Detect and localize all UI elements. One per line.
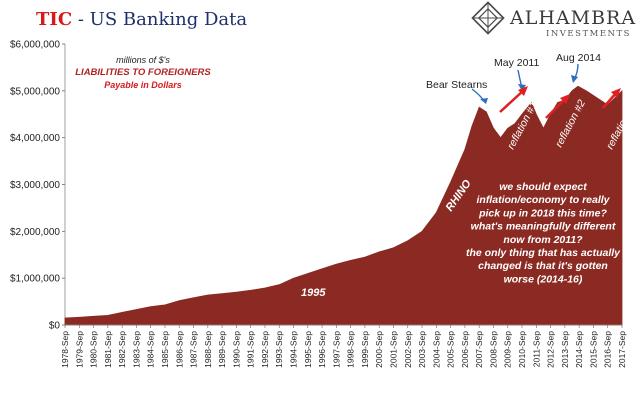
reflation-2-arrowhead xyxy=(560,94,570,104)
x-tick-label: 2006-Sep xyxy=(460,331,470,368)
x-tick-label: 2015-Sep xyxy=(588,331,598,368)
chart-title: TIC - US Banking Data xyxy=(36,9,247,30)
x-tick-label: 1981-Sep xyxy=(103,331,113,368)
payable-annotation: Payable in Dollars xyxy=(104,80,182,90)
x-tick-label: 1989-Sep xyxy=(217,331,227,368)
y-tick-label: $0 xyxy=(49,321,61,332)
alhambra-logo: ALHAMBRA INVESTMENTS xyxy=(471,1,636,39)
x-tick-label: 2001-Sep xyxy=(389,331,399,368)
x-tick-label: 2008-Sep xyxy=(489,331,499,368)
callout-line: worse (2014-16) xyxy=(504,273,583,285)
aug-2014-label: Aug 2014 xyxy=(556,52,601,64)
liabilities-annotation: LIABILITIES TO FOREIGNERS xyxy=(75,67,211,78)
x-tick-label: 1998-Sep xyxy=(346,331,356,368)
bear-stearns-label: Bear Stearns xyxy=(426,79,487,91)
x-tick-label: 1984-Sep xyxy=(146,331,156,368)
x-axis: 1978-Sep 1979-Sep 1980-Sep 1981-Sep 1982-Sep… xyxy=(60,324,627,368)
x-tick-label: 2005-Sep xyxy=(446,331,456,368)
aug-2014-arrowhead xyxy=(571,75,578,83)
plot-area xyxy=(64,85,623,326)
x-tick-label: 1994-Sep xyxy=(289,331,299,368)
title-prefix: TIC xyxy=(36,9,72,30)
x-tick-label: 2014-Sep xyxy=(574,331,584,368)
logo-tagline: INVESTMENTS xyxy=(546,29,631,39)
x-tick-label: 1991-Sep xyxy=(246,331,256,368)
x-tick-label: 1997-Sep xyxy=(331,331,341,368)
y-tick-label: $5,000,000 xyxy=(10,86,60,97)
callout-line: now from 2011? xyxy=(503,234,583,246)
may-2011-label: May 2011 xyxy=(494,57,539,69)
bear-stearns-arrowhead xyxy=(480,98,488,104)
callout-line: pick up in 2018 this time? xyxy=(478,207,607,219)
reflation-3-arrowhead xyxy=(611,88,621,98)
series-area xyxy=(64,85,623,326)
x-tick-label: 1990-Sep xyxy=(231,331,241,368)
x-tick-label: 2004-Sep xyxy=(431,331,441,368)
logo-name: ALHAMBRA xyxy=(509,7,636,29)
x-tick-label: 1986-Sep xyxy=(174,331,184,368)
y-tick-label: $3,000,000 xyxy=(10,180,60,191)
reflation-1-arrowhead xyxy=(518,86,528,96)
x-tick-label: 1978-Sep xyxy=(60,331,70,368)
x-tick-label: 1983-Sep xyxy=(131,331,141,368)
x-tick-label: 2017-Sep xyxy=(617,331,627,368)
x-tick-label: 1980-Sep xyxy=(89,331,99,368)
x-tick-label: 1996-Sep xyxy=(317,331,327,368)
x-tick-label: 2011-Sep xyxy=(531,331,541,368)
x-tick-label: 2013-Sep xyxy=(560,331,570,368)
y-axis: $0 $1,000,000 $2,000,000 $3,000,000 $4,000,0… xyxy=(10,40,66,332)
x-tick-label: 1979-Sep xyxy=(74,331,84,368)
x-tick-label: 1985-Sep xyxy=(160,331,170,368)
callout-line: inflation/economy to really xyxy=(476,194,610,206)
x-tick-label: 2010-Sep xyxy=(517,331,527,368)
x-tick-label: 2016-Sep xyxy=(603,331,613,368)
callout-line: we should expect xyxy=(499,181,587,193)
y-tick-label: $1,000,000 xyxy=(10,274,60,285)
units-annotation: millions of $'s xyxy=(116,55,170,65)
y-tick-label: $2,000,000 xyxy=(10,227,60,238)
x-tick-label: 1992-Sep xyxy=(260,331,270,368)
y-tick-label: $4,000,000 xyxy=(10,133,60,144)
x-tick-label: 1999-Sep xyxy=(360,331,370,368)
x-tick-label: 2012-Sep xyxy=(546,331,556,368)
callout-line: changed is that it's gotten xyxy=(478,260,608,272)
callout-line: the only thing that has actually xyxy=(466,247,621,259)
x-tick-label: 1988-Sep xyxy=(203,331,213,368)
x-tick-label: 2009-Sep xyxy=(503,331,513,368)
x-tick-label: 2003-Sep xyxy=(417,331,427,368)
title-rest: - US Banking Data xyxy=(72,9,247,30)
x-tick-label: 1987-Sep xyxy=(189,331,199,368)
reflation-2-arrow xyxy=(545,97,567,119)
x-tick-label: 2000-Sep xyxy=(374,331,384,368)
may-2011-arrowhead xyxy=(518,84,526,91)
callout-line: what's meaningfully different xyxy=(471,221,616,233)
x-tick-label: 1995-Sep xyxy=(303,331,313,368)
x-tick-label: 1982-Sep xyxy=(117,331,127,368)
x-tick-label: 2002-Sep xyxy=(403,331,413,368)
x-tick-label: 1993-Sep xyxy=(274,331,284,368)
reflation-1-arrow xyxy=(499,89,525,113)
x-tick-label: 2007-Sep xyxy=(474,331,484,368)
year-1995-label: 1995 xyxy=(301,287,326,299)
logo-mark-icon xyxy=(471,1,505,35)
y-tick-label: $6,000,000 xyxy=(10,40,60,51)
